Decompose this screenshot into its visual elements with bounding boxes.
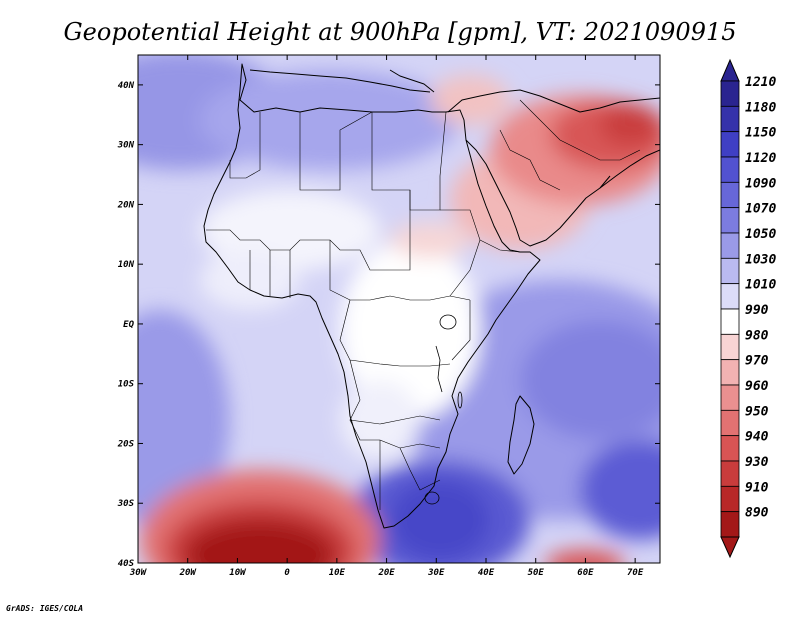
- colorbar-label: 1210: [745, 75, 776, 90]
- colorbar-swatch: [720, 105, 740, 133]
- lat-label: EQ: [123, 320, 134, 330]
- colorbar-label: 950: [745, 404, 769, 419]
- lon-label: 10W: [229, 568, 247, 578]
- colorbar-swatch: [720, 283, 740, 310]
- lat-label: 20N: [117, 200, 135, 210]
- colorbar-swatch: [720, 131, 740, 158]
- colorbar-label: 1050: [745, 227, 776, 242]
- colorbar-label: 1120: [745, 151, 776, 166]
- colorbar-swatch: [720, 359, 740, 386]
- lon-label: 30E: [427, 568, 445, 578]
- lon-label: 40E: [478, 568, 495, 578]
- colorbar-label: 930: [745, 455, 769, 470]
- lat-label: 10S: [118, 380, 135, 390]
- lat-label: 30N: [117, 141, 135, 151]
- grads-credit: GrADS: IGES/COLA: [6, 604, 83, 613]
- latitude-axis: 40N 30N 20N 10N EQ 10S 20S 30S 40S: [117, 81, 660, 569]
- lon-label: 0: [284, 568, 290, 578]
- colorbar-swatch: [720, 384, 740, 411]
- colorbar-label: 910: [745, 480, 769, 495]
- colorbar-swatch: [720, 460, 740, 487]
- colorbar-swatch: [720, 181, 740, 209]
- colorbar-swatch: [720, 232, 740, 259]
- arabia-coastline: [465, 139, 611, 247]
- lon-label: 30W: [129, 568, 148, 578]
- eurasia-coastline: [447, 89, 660, 113]
- lat-label: 10N: [118, 260, 135, 270]
- colorbar-label: 970: [745, 354, 769, 369]
- italy-greece: [389, 69, 435, 93]
- triangle-up-icon: [720, 58, 740, 82]
- lon-label: 60E: [577, 568, 594, 578]
- colorbar-label: 980: [745, 328, 769, 343]
- lon-label: 20W: [179, 568, 198, 578]
- height-field: [138, 55, 660, 563]
- colorbar-swatch: [720, 156, 740, 183]
- map-area: [138, 55, 660, 563]
- colorbar-swatch: [720, 409, 740, 437]
- colorbar-label: 990: [745, 303, 769, 318]
- colorbar-label: 1010: [745, 278, 776, 293]
- lat-label: 40S: [118, 559, 135, 569]
- colorbar-swatch: [720, 257, 740, 285]
- colorbar-label: 890: [745, 506, 769, 521]
- longitude-axis: 30W 20W 10W 0 10E 20E 30E 40E 50E 60E 70E: [129, 55, 644, 578]
- colorbar-label: 1070: [745, 202, 776, 217]
- colorbar-swatch: [720, 435, 740, 462]
- colorbar-swatch: [720, 207, 740, 234]
- colorbar-swatch: [720, 511, 740, 538]
- lat-label: 20S: [117, 439, 135, 449]
- madagascar: [507, 395, 535, 475]
- colorbar-label: 960: [745, 379, 769, 394]
- colorbar-swatch: [720, 80, 740, 107]
- colorbar-swatch: [720, 485, 740, 513]
- lon-label: 70E: [627, 568, 644, 578]
- colorbar: 1210 1180 1150 1120 1090 1070 1050 1030 1010 990 9…: [720, 58, 776, 559]
- colorbar-label: 1030: [745, 252, 776, 267]
- colorbar-label: 1150: [745, 126, 776, 141]
- lon-label: 20E: [377, 568, 395, 578]
- triangle-down-icon: [720, 536, 740, 559]
- colorbar-label: 1180: [745, 100, 776, 115]
- lat-label: 40N: [118, 81, 135, 91]
- colorbar-swatch: [720, 308, 740, 335]
- lon-label: 50E: [528, 568, 545, 578]
- country-borders: [206, 99, 641, 510]
- persian-coast: [599, 149, 660, 189]
- map-frame: [137, 54, 661, 564]
- mediterranean-north: [249, 69, 431, 93]
- lon-label: 10E: [329, 568, 346, 578]
- figure-title: Geopotential Height at 900hPa [gpm], VT:…: [64, 18, 737, 46]
- colorbar-label: 940: [745, 430, 769, 445]
- lat-label: 30S: [117, 499, 135, 509]
- colorbar-swatch: [720, 333, 740, 361]
- lakes: [424, 314, 463, 505]
- colorbar-label: 1090: [745, 176, 776, 191]
